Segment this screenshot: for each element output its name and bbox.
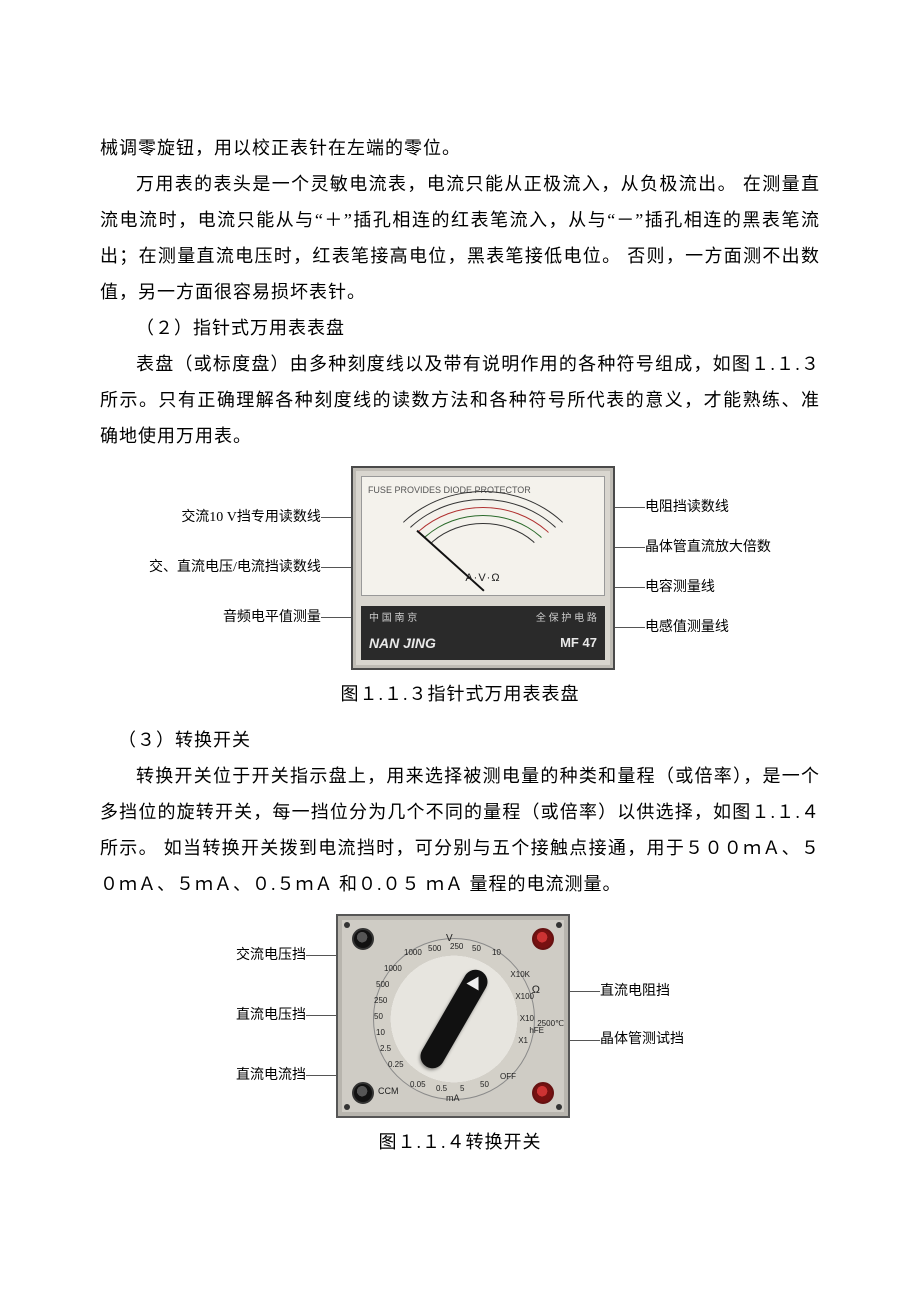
paragraph: 万用表的表头是一个灵敏电流表，电流只能从正极流入，从负极流出。 在测量直流电流时… (100, 166, 820, 310)
range-value: 0.05 (410, 1077, 426, 1093)
label-text: 电容测量线 (645, 577, 715, 599)
heading-sub: （３）转换开关 (100, 722, 820, 758)
figure-1-1-4: 交流电压挡 直流电压挡 直流电流挡 (100, 914, 820, 1160)
range-value: X10K (510, 967, 530, 983)
off-label: OFF (500, 1069, 516, 1085)
screw-icon (344, 922, 350, 928)
leader-line (321, 617, 351, 618)
leader-line (615, 547, 645, 548)
selector-knob (416, 965, 492, 1072)
range-value: 10 (492, 945, 501, 961)
leader-line (321, 567, 351, 568)
multimeter-dial: FUSE PROVIDES DIODE PROTECTOR A·V·Ω 中 国 … (351, 466, 615, 670)
callout-label: 直流电流挡 (236, 1065, 336, 1087)
label-text: 交流电压挡 (236, 945, 306, 967)
callout-label: 晶体管测试挡 (570, 1029, 684, 1051)
paragraph: 械调零旋钮，用以校正表针在左端的零位。 (100, 130, 820, 166)
paragraph: 转换开关位于开关指示盘上，用来选择被测电量的种类和量程（或倍率），是一个多挡位的… (100, 758, 820, 902)
document-page: 械调零旋钮，用以校正表针在左端的零位。 万用表的表头是一个灵敏电流表，电流只能从… (0, 0, 920, 1250)
selector-switch: 1000 500 250 50 10 V 1000 500 250 50 10 … (336, 914, 570, 1118)
range-value: X1 (518, 1033, 528, 1049)
callout-label: 音频电平值测量 (223, 607, 351, 629)
range-value: 5 (460, 1081, 464, 1097)
jack-socket (532, 928, 554, 950)
range-value: 500 (428, 941, 441, 957)
ccm-label: CCM (378, 1082, 399, 1100)
jack-socket (352, 1082, 374, 1104)
leader-line (306, 1075, 336, 1076)
jack-socket (352, 928, 374, 950)
leader-line (615, 587, 645, 588)
scale-title: A·V·Ω (465, 567, 500, 589)
range-value: 250 (374, 993, 387, 1009)
callout-label: 电阻挡读数线 (615, 497, 729, 519)
figure-right-labels: 直流电阻挡 晶体管测试挡 (570, 956, 684, 1076)
model-text: MF 47 (560, 630, 597, 656)
range-value: 1000 (384, 961, 402, 977)
range-value: 50 (374, 1009, 383, 1025)
unit-label: mA (446, 1089, 460, 1107)
figure-left-labels: 交流10 V挡专用读数线 交、直流电压/电流挡读数线 音频电平值测量 (149, 493, 351, 643)
range-value: 50 (472, 941, 481, 957)
heading-sub: （２）指针式万用表表盘 (100, 310, 820, 346)
unit-label: V (446, 929, 453, 949)
figure-right-labels: 电阻挡读数线 晶体管直流放大倍数 电容测量线 电感值测量线 (615, 488, 771, 648)
unit-label: Ω (532, 979, 540, 1001)
label-text: 交流10 V挡专用读数线 (181, 507, 321, 529)
leader-line (570, 1040, 600, 1041)
protect-text: 全 保 护 电 路 (536, 609, 597, 629)
label-text: 直流电阻挡 (600, 981, 670, 1003)
label-text: 晶体管直流放大倍数 (645, 537, 771, 559)
callout-label: 交流电压挡 (236, 945, 336, 967)
callout-label: 直流电压挡 (236, 1005, 336, 1027)
dial-ring: 1000 500 250 50 10 V 1000 500 250 50 10 … (373, 938, 535, 1100)
screw-icon (556, 1104, 562, 1110)
figure-left-labels: 交流电压挡 直流电压挡 直流电流挡 (236, 926, 336, 1106)
callout-label: 交、直流电压/电流挡读数线 (149, 557, 351, 579)
leader-line (615, 507, 645, 508)
figure-caption: 图１.１.４转换开关 (100, 1124, 820, 1160)
brand-panel: 中 国 南 京 全 保 护 电 路 NAN JING MF 47 (361, 606, 605, 660)
leader-line (321, 517, 351, 518)
scale-panel: FUSE PROVIDES DIODE PROTECTOR A·V·Ω (361, 476, 605, 596)
range-value: 0.25 (388, 1057, 404, 1073)
callout-label: 电容测量线 (615, 577, 715, 599)
leader-line (570, 991, 600, 992)
label-text: 直流电流挡 (236, 1065, 306, 1087)
range-value: 10 (376, 1025, 385, 1041)
label-text: 电感值测量线 (645, 617, 729, 639)
range-value: 1000 (404, 945, 422, 961)
label-text: 晶体管测试挡 (600, 1029, 684, 1051)
callout-label: 直流电阻挡 (570, 981, 670, 1003)
hfe-value: 2500℃ (537, 1016, 564, 1032)
jack-socket (532, 1082, 554, 1104)
figure-1-1-3: 交流10 V挡专用读数线 交、直流电压/电流挡读数线 音频电平值测量 FUSE … (100, 466, 820, 712)
range-value: 50 (480, 1077, 489, 1093)
figure-caption: 图１.１.３指针式万用表表盘 (100, 676, 820, 712)
leader-line (615, 627, 645, 628)
screw-icon (344, 1104, 350, 1110)
brand-en: NAN JING (369, 629, 436, 657)
label-text: 交、直流电压/电流挡读数线 (149, 557, 321, 579)
range-value: 500 (376, 977, 389, 993)
label-text: 直流电压挡 (236, 1005, 306, 1027)
callout-label: 交流10 V挡专用读数线 (181, 507, 351, 529)
label-text: 电阻挡读数线 (645, 497, 729, 519)
label-text: 音频电平值测量 (223, 607, 321, 629)
range-value: 2.5 (380, 1041, 391, 1057)
brand-cn: 中 国 南 京 (369, 609, 417, 629)
paragraph: 表盘（或标度盘）由多种刻度线以及带有说明作用的各种符号组成，如图１.１.３ 所示… (100, 346, 820, 454)
leader-line (306, 1015, 336, 1016)
callout-label: 电感值测量线 (615, 617, 729, 639)
screw-icon (556, 922, 562, 928)
leader-line (306, 955, 336, 956)
callout-label: 晶体管直流放大倍数 (615, 537, 771, 559)
